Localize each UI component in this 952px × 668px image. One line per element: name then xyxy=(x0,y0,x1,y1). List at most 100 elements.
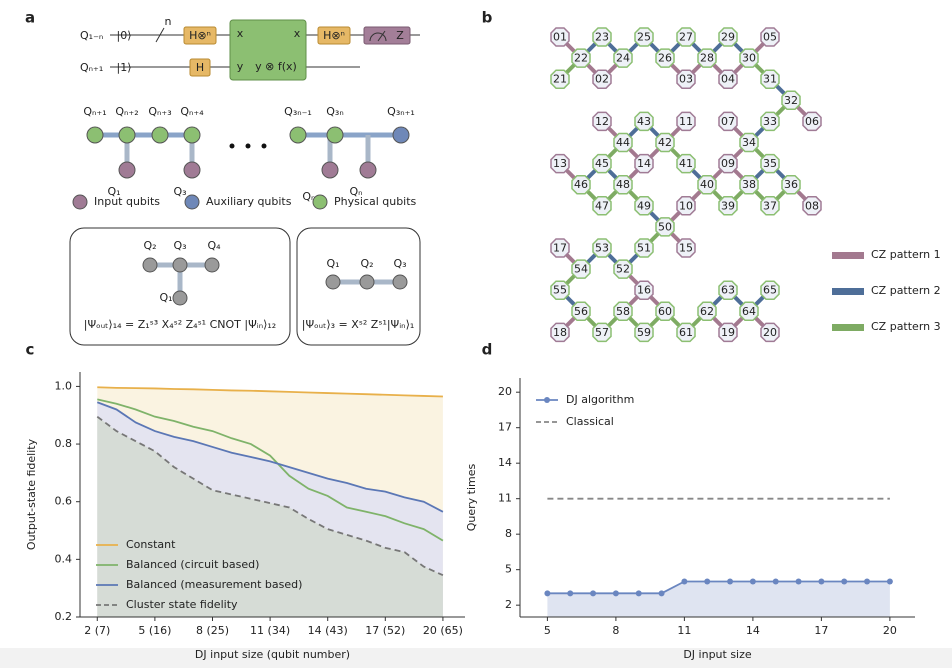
qubit-label: 53 xyxy=(595,242,609,255)
y-tick-label: 1.0 xyxy=(55,379,73,392)
box xyxy=(69,227,291,346)
qubit-node xyxy=(655,301,675,322)
y-tick-label: 0.4 xyxy=(55,552,73,565)
qubit-label: 36 xyxy=(784,178,798,191)
label: Q₃ xyxy=(173,185,186,198)
area xyxy=(97,416,443,617)
qubit-label: 60 xyxy=(658,305,672,318)
label: x xyxy=(237,27,244,40)
h-box xyxy=(189,58,211,77)
qubit-node xyxy=(718,153,738,174)
label: Z xyxy=(396,29,404,42)
x-tick-label: 20 (65) xyxy=(423,624,463,637)
point xyxy=(727,578,734,585)
qubit-node xyxy=(739,174,759,195)
qubit-node xyxy=(718,69,738,89)
qubit-label: 55 xyxy=(553,284,567,297)
label: Qₙ₊₄ xyxy=(180,105,204,118)
qubit-label: 12 xyxy=(595,115,609,128)
point xyxy=(841,578,848,585)
qubit xyxy=(392,274,408,290)
qubit-node xyxy=(550,69,570,89)
qubit-node xyxy=(739,48,759,68)
qubit-label: 10 xyxy=(679,199,693,212)
point xyxy=(749,578,756,585)
qubit-label: 21 xyxy=(553,73,567,86)
qubit xyxy=(172,257,188,273)
y-tick-label: 14 xyxy=(498,456,512,469)
qubit-label: 25 xyxy=(637,31,651,44)
legend-label: Balanced (measurement based) xyxy=(126,578,302,591)
qubit-label: 59 xyxy=(637,326,651,339)
qubit-label: 28 xyxy=(700,52,714,65)
label: H⊗ⁿ xyxy=(323,29,345,42)
label: Q₂ xyxy=(143,239,156,252)
x-axis-label: DJ input size xyxy=(683,648,752,661)
panel-label: a xyxy=(25,9,35,27)
qubit-label: 31 xyxy=(763,73,777,86)
qubit xyxy=(204,257,220,273)
qubit-node xyxy=(676,69,696,89)
x-tick-label: 17 xyxy=(814,624,828,637)
qubit-node xyxy=(634,280,654,300)
legend-label: Balanced (circuit based) xyxy=(126,558,259,571)
label: Q₃ₙ₋₁ xyxy=(284,105,312,118)
qubit-label: 38 xyxy=(742,178,756,191)
qubit-node xyxy=(760,196,780,216)
x-tick-label: 8 (25) xyxy=(196,624,229,637)
qubit-label: 64 xyxy=(742,305,756,318)
qubit-node xyxy=(781,90,801,111)
qubit-label: 20 xyxy=(763,326,777,339)
qubit xyxy=(326,126,344,144)
qubit-node xyxy=(592,111,612,132)
x-axis-label: DJ input size (qubit number) xyxy=(195,648,350,661)
qubit-node xyxy=(592,196,612,216)
qubit-label: 04 xyxy=(721,73,735,86)
slash xyxy=(155,27,165,43)
label: y ⊗ f(x) xyxy=(255,60,297,73)
label: Q₄ xyxy=(207,239,221,252)
label: n xyxy=(165,15,172,28)
label: Qₙ xyxy=(349,185,362,198)
panel-label: d xyxy=(482,341,493,359)
label: |0⟩ xyxy=(117,29,132,42)
qubit-label: 16 xyxy=(637,284,651,297)
point xyxy=(567,590,574,597)
qubit-label: 63 xyxy=(721,284,735,297)
legend-label: CZ pattern 2 xyxy=(871,284,941,297)
series-line xyxy=(96,415,444,577)
point xyxy=(544,590,551,597)
legend-label: Constant xyxy=(126,538,176,551)
qubit-node xyxy=(613,132,633,153)
qubit-label: 22 xyxy=(574,52,588,65)
qubit-node xyxy=(592,69,612,89)
qubit xyxy=(392,126,410,144)
qubit-label: 48 xyxy=(616,178,630,191)
qubit-label: 42 xyxy=(658,136,672,149)
label: y xyxy=(237,60,244,73)
label: Q₂ xyxy=(360,257,373,270)
qubit-node xyxy=(760,322,780,343)
x-tick-label: 11 (34) xyxy=(250,624,290,637)
qubit xyxy=(183,161,201,179)
y-tick-label: 5 xyxy=(505,563,512,576)
legend-label: Cluster state fidelity xyxy=(126,598,238,611)
qubit-node xyxy=(655,48,675,68)
qubit-label: 62 xyxy=(700,305,714,318)
point xyxy=(818,578,825,585)
qubit-label: 47 xyxy=(595,199,609,212)
x-tick-label: 8 xyxy=(612,624,619,637)
qubit-label: 09 xyxy=(721,157,735,170)
x-tick-label: 14 xyxy=(746,624,760,637)
qubit-node xyxy=(697,48,717,68)
label: Q₁₋ₙ xyxy=(80,29,103,42)
series-line xyxy=(547,580,890,595)
qubit xyxy=(183,126,201,144)
legend-label: Classical xyxy=(566,415,614,428)
ellipsis-dot xyxy=(245,143,251,149)
panel-label: b xyxy=(482,9,493,27)
oracle-box xyxy=(229,19,307,81)
qubit xyxy=(172,290,188,306)
qubit-node xyxy=(739,301,759,322)
